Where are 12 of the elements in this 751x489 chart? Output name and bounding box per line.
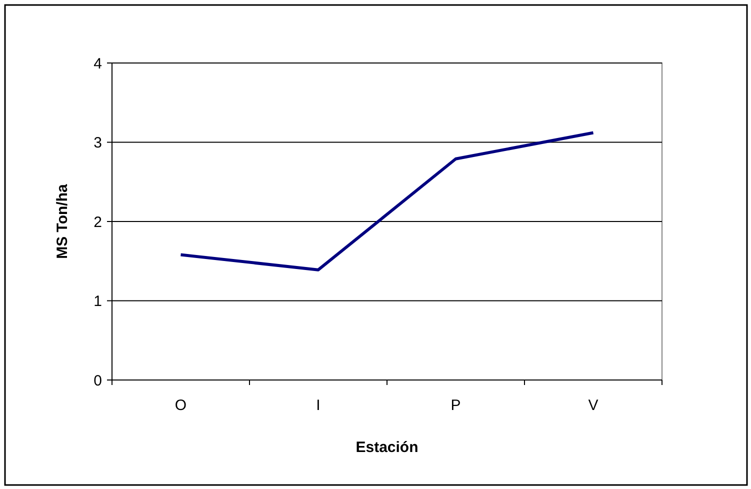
x-tick-label: V <box>588 397 598 414</box>
line-series <box>179 131 595 272</box>
x-tick-label: P <box>450 397 461 414</box>
y-tick-label: 3 <box>94 134 102 152</box>
x-axis-title: Estación <box>356 439 418 456</box>
y-tick-label: 0 <box>94 372 102 390</box>
y-axis-title: MS Ton/ha <box>54 183 71 259</box>
y-tick-label: 1 <box>94 293 102 310</box>
y-tick-label: 4 <box>94 55 102 72</box>
y-tick-label: 2 <box>94 214 102 231</box>
x-tick-label: I <box>316 397 320 414</box>
x-tick-label: O <box>174 397 187 414</box>
